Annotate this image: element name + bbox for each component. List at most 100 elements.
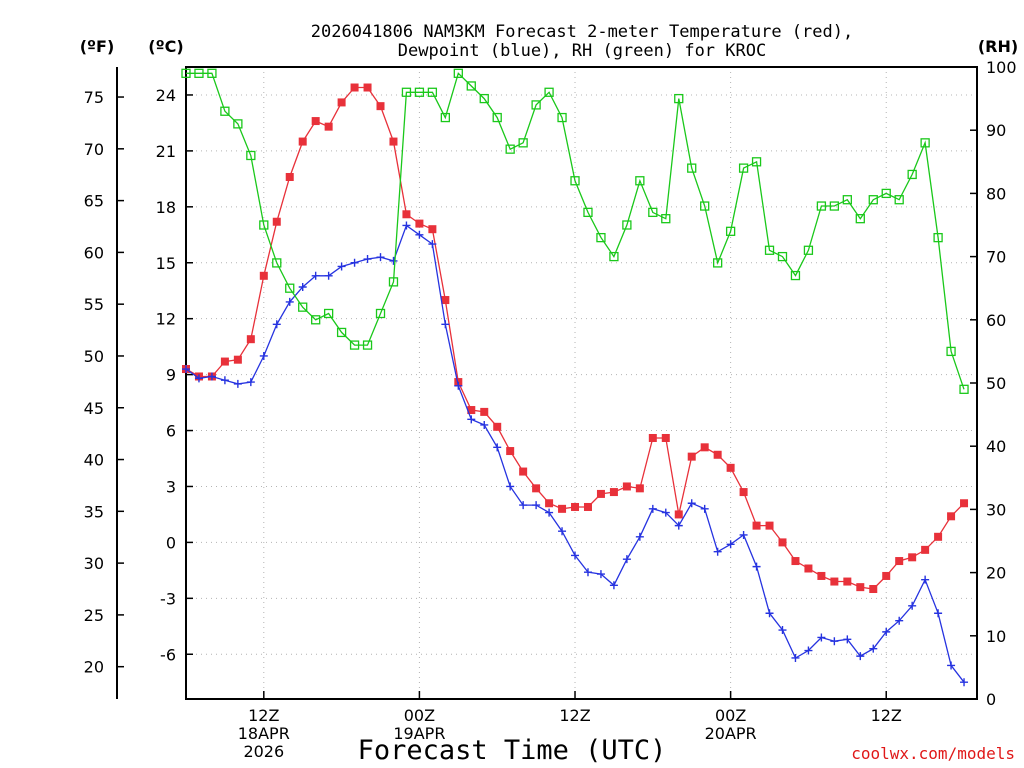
rh-point [570,176,580,186]
rh-tick-label: 30 [986,500,1006,519]
rh-point [220,106,230,116]
temperature-point [545,499,554,508]
rh-point [777,251,788,262]
temperature-point [921,545,930,554]
rh-tick-label: 40 [986,437,1006,456]
dewpoint-point [869,644,878,653]
temperature-point [960,499,969,508]
rh-point [920,138,930,148]
temperature-point [583,502,592,511]
dewpoint-point [493,443,502,452]
temperature-point [804,564,813,573]
rh-point [323,308,334,319]
temperature-point [233,355,242,364]
dewpoint-point [752,562,761,571]
rh-point [544,87,554,97]
celsius-tick-label: 9 [166,366,176,385]
rh-point [440,112,450,123]
celsius-tick-label: 21 [156,142,176,161]
dewpoint-point [389,256,398,265]
time-tick-label: 12Z [248,706,279,725]
dewpoint-point [415,230,424,239]
temperature-point [285,172,294,181]
celsius-tick-label: 6 [166,422,176,441]
dewpoint-point [726,540,735,549]
rh-tick-label: 60 [986,311,1006,330]
dewpoint-point [687,499,696,508]
temperature-point [389,137,398,146]
axis-ticks: 24211815129630-3-67570656055504540353025… [84,58,1017,761]
dewpoint-point [571,551,580,560]
rh-point [725,226,736,236]
fahrenheit-tick-label: 45 [84,399,104,418]
rh-point [596,232,606,243]
rh-point [427,87,438,97]
rh-tick-label: 50 [986,374,1006,393]
dewpoint-point [609,581,618,590]
rh-point [816,201,827,211]
celsius-tick-label: 0 [166,533,176,552]
temperature-point [739,488,748,497]
time-tick-label: 2026 [243,742,284,761]
fahrenheit-tick-label: 50 [84,347,104,366]
rh-point [479,93,489,104]
dewpoint-point [791,653,800,662]
temperature-point [648,433,657,442]
temperature-point [415,219,424,228]
data-series [181,68,969,687]
rh-point [894,195,904,205]
rh-tick-label: 100 [986,58,1017,77]
rh-point [842,195,852,205]
temperature-point [869,585,878,594]
temperature-point [467,406,476,415]
dewpoint-point [622,555,631,564]
dewpoint-point [856,652,865,661]
rh-point [272,258,282,268]
rh-point [207,68,217,78]
temperature-point [402,210,411,219]
dewpoint-point [661,508,670,517]
rh-point [246,150,256,161]
dewpoint-point [804,646,813,655]
rh-point [375,308,386,319]
temperature-point [596,489,605,498]
celsius-tick-label: 12 [156,310,176,329]
rh-point [466,81,476,91]
temperature-point [571,502,580,511]
temperature-point [298,137,307,146]
rh-point [933,232,943,243]
dewpoint-point [363,255,372,264]
rh-point [635,176,645,186]
dewpoint-point [350,258,359,267]
dewpoint-point [960,678,969,687]
series-2-meter-temperature [182,83,969,594]
rh-point [881,188,891,199]
rh-point [233,119,243,129]
plot-frame [185,66,978,700]
dewpoint-point [817,633,826,642]
temperature-point [480,407,489,416]
dewpoint-point [713,547,722,556]
gridlines [186,67,977,699]
dewpoint-point [882,627,891,636]
fahrenheit-tick-label: 55 [84,295,104,314]
dewpoint-point [843,635,852,644]
dewpoint-point [635,532,644,541]
fahrenheit-tick-label: 60 [84,243,104,262]
rh-point [285,283,295,293]
rh-point [687,163,697,173]
temperature-point [609,488,618,497]
temperature-point [324,122,333,131]
temperature-point [843,577,852,586]
temperature-point [713,450,722,459]
dewpoint-point [545,508,554,517]
rh-point [583,207,593,218]
rh-unit-label: (RH) [978,37,1018,56]
series-line [186,72,965,390]
temperature-point [220,357,229,366]
dewpoint-point [778,626,787,635]
dewpoint-point [324,271,333,280]
rh-point [531,100,541,110]
temperature-point [519,467,528,476]
rh-point [907,169,917,180]
